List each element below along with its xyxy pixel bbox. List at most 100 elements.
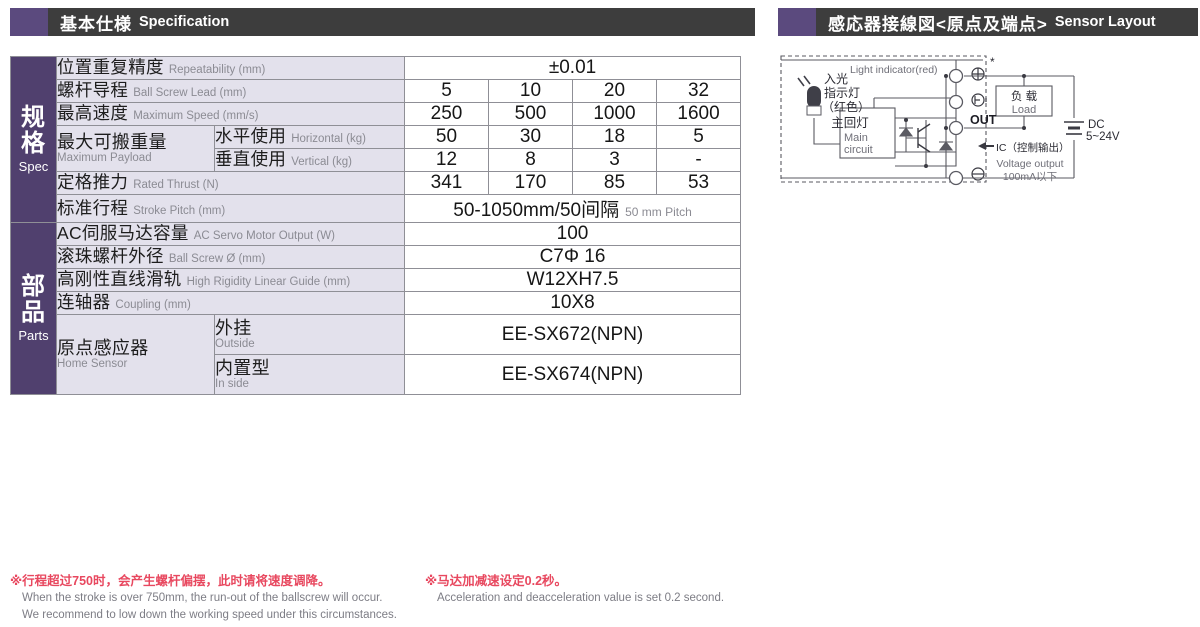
- dc-source-icon: [1064, 121, 1084, 135]
- label-main-en2: circuit: [844, 144, 873, 156]
- label-en: Maximum Speed (mm/s): [133, 110, 259, 123]
- value-vertical-4: -: [655, 148, 742, 172]
- zener-diode-2: [938, 141, 954, 151]
- value-linear-guide: W12XH7.5: [403, 268, 742, 292]
- zener-diode-1: [898, 127, 914, 137]
- sideband-label-cn: 规格: [21, 103, 46, 157]
- label-cn: 高刚性直线滑轨: [57, 269, 182, 290]
- value-repeatability: ±0.01: [403, 56, 742, 80]
- label-en: AC Servo Motor Output (W): [193, 230, 335, 243]
- sensor-header-title-en: Sensor Layout: [1054, 14, 1156, 30]
- label-dc-range: 5~24V: [1086, 131, 1120, 143]
- value-speed-1: 250: [404, 102, 489, 126]
- label-en: Stroke Pitch (mm): [133, 204, 226, 217]
- value-horizontal-4: 5: [655, 125, 742, 149]
- header-title-cn: 基本仕様: [60, 14, 132, 34]
- table-row: 最大可搬重量 Maximum Payload 水平使用 Horizontal (k…: [11, 125, 742, 172]
- label-asterisk: *: [990, 55, 995, 69]
- value-home-sensor-inside: EE-SX674(NPN): [403, 354, 742, 396]
- row-label-ac-servo-motor: AC伺服马达容量 AC Servo Motor Output (W): [56, 222, 405, 246]
- table-row: 最高速度 Maximum Speed (mm/s) 250 500 1000 16…: [11, 102, 742, 126]
- label-en: Ball Screw Lead (mm): [133, 87, 247, 100]
- value-ac-servo-motor: 100: [403, 222, 742, 246]
- value-thrust-3: 85: [572, 171, 657, 195]
- load-box: [995, 85, 1053, 117]
- table-row: 定格推力 Rated Thrust (N) 341 170 85 53: [11, 171, 742, 195]
- value-stroke-pitch: 50-1050mm/50间隔 50 mm Pitch: [403, 194, 742, 223]
- header-swatch-purple-sensor: [778, 8, 816, 36]
- footnote-cn: ※马达加减速设定0.2秒。: [425, 574, 568, 588]
- table-row: 部品 Parts AC伺服马达容量 AC Servo Motor Output (…: [10, 221, 742, 396]
- label-cn: 内置型: [215, 358, 270, 379]
- label-load-cn: 负 载: [1011, 89, 1038, 103]
- row-label-rated-thrust: 定格推力 Rated Thrust (N): [56, 171, 405, 195]
- table-row: 螺杆导程 Ball Screw Lead (mm) 5 10 20 32: [11, 79, 742, 103]
- label-cn: 位置重复精度: [57, 57, 164, 78]
- section-header-sensor-layout: 感応器接線図<原点及端点> Sensor Layout: [778, 8, 1198, 36]
- label-main-cn: 主回灯: [831, 116, 869, 130]
- table-row: 垂直使用 Vertical (kg) 12 8 3 -: [11, 148, 742, 172]
- table-row: 规格 Spec 位置重复精度 Repeatability (mm) ±0.01: [10, 56, 742, 223]
- row-label-maximum-speed: 最高速度 Maximum Speed (mm/s): [56, 102, 405, 126]
- table-row: 内置型 In side EE-SX674(NPN): [11, 354, 742, 396]
- value-horizontal-2: 30: [488, 125, 573, 149]
- footnote-en-line1: Acceleration and deacceleration value is…: [437, 592, 725, 605]
- row-label-home-sensor-outside: 外挂 Outside: [214, 313, 405, 356]
- transistor-symbol: [917, 123, 931, 153]
- led-indicator-icon: [797, 75, 822, 116]
- label-en: Ball Screw Ø (mm): [168, 253, 266, 266]
- terminal-minus: [948, 170, 964, 186]
- sideband-spec: 规格 Spec: [10, 56, 57, 223]
- value-lead-3: 20: [572, 79, 657, 103]
- label-main-en1: Main: [844, 132, 868, 144]
- value-vertical-1: 12: [404, 148, 489, 172]
- value-coupling: 10X8: [403, 291, 742, 315]
- label-en: Coupling (mm): [115, 299, 191, 312]
- value-home-sensor-outside: EE-SX672(NPN): [403, 313, 742, 356]
- label-en: In side: [215, 378, 249, 391]
- row-label-linear-guide: 高刚性直线滑轨 High Rigidity Linear Guide (mm): [56, 268, 405, 292]
- value-ball-screw-diameter: C7Φ 16: [403, 245, 742, 269]
- row-label-payload-vertical: 垂直使用 Vertical (kg): [214, 148, 405, 172]
- diagram-labels: Light indicator(red) 入光 指示灯 （红色） 主回灯 Mai…: [822, 55, 1120, 183]
- label-cn: 最大可搬重量: [57, 131, 167, 152]
- specification-table: 规格 Spec 位置重复精度 Repeatability (mm) ±0.01 螺…: [10, 56, 742, 396]
- label-en: Horizontal (kg): [291, 133, 366, 146]
- row-label-home-sensor: 原点感应器 Home Sensor: [56, 313, 215, 396]
- label-cn: 定格推力: [57, 172, 129, 193]
- footnote-cn: ※行程超过750时，会产生螺杆偏摆，此时请将速度调降。: [10, 574, 331, 588]
- wire-led-to-main: [813, 118, 840, 145]
- polarity-symbols: [971, 67, 987, 181]
- value-speed-4: 1600: [655, 102, 742, 126]
- footnote-acceleration: ※马达加减速设定0.2秒。 Acceleration and deacceler…: [425, 572, 724, 607]
- footnote-stroke-warning: ※行程超过750时，会产生螺杆偏摆，此时请将速度调降。 When the str…: [10, 572, 397, 623]
- label-en: Home Sensor: [57, 358, 128, 371]
- sideband-label-cn: 部品: [21, 272, 46, 326]
- row-label-ball-screw-lead: 螺杆导程 Ball Screw Lead (mm): [56, 79, 405, 103]
- value-horizontal-3: 18: [572, 125, 657, 149]
- section-header-specification: 基本仕様 Specification: [10, 8, 755, 36]
- label-light-cn2: 指示灯: [824, 85, 860, 100]
- label-en: Vertical (kg): [291, 156, 352, 169]
- terminal-out: [948, 120, 964, 136]
- sensor-header-title-cn: 感応器接線図<原点及端点>: [828, 14, 1048, 34]
- value-vertical-3: 3: [572, 148, 657, 172]
- terminal-group: [948, 68, 964, 186]
- table-row: 标准行程 Stroke Pitch (mm) 50-1050mm/50间隔 50 m…: [11, 194, 742, 223]
- table-row: 连轴器 Coupling (mm) 10X8: [11, 291, 742, 315]
- table-row: 高刚性直线滑轨 High Rigidity Linear Guide (mm) W…: [11, 268, 742, 292]
- table-row: 滚珠螺杆外径 Ball Screw Ø (mm) C7Φ 16: [11, 245, 742, 269]
- label-cn: 水平使用: [215, 126, 287, 147]
- label-cn: 垂直使用: [215, 149, 287, 170]
- header-bar-sensor-layout: 感応器接線図<原点及端点> Sensor Layout: [816, 8, 1198, 36]
- label-cn: 原点感应器: [57, 338, 149, 359]
- junction-dots: [904, 74, 1026, 168]
- label-light-indicator: Light indicator(red): [850, 64, 938, 76]
- value-lead-2: 10: [488, 79, 573, 103]
- value-thrust-4: 53: [655, 171, 742, 195]
- label-out: OUT: [970, 113, 997, 127]
- table-row: 原点感应器 Home Sensor 外挂 Outside EE-SX672(NP…: [11, 313, 742, 396]
- ic-arrow-icon: [978, 142, 994, 150]
- label-light-cn3: （红色）: [822, 99, 870, 114]
- label-dc: DC: [1088, 119, 1105, 131]
